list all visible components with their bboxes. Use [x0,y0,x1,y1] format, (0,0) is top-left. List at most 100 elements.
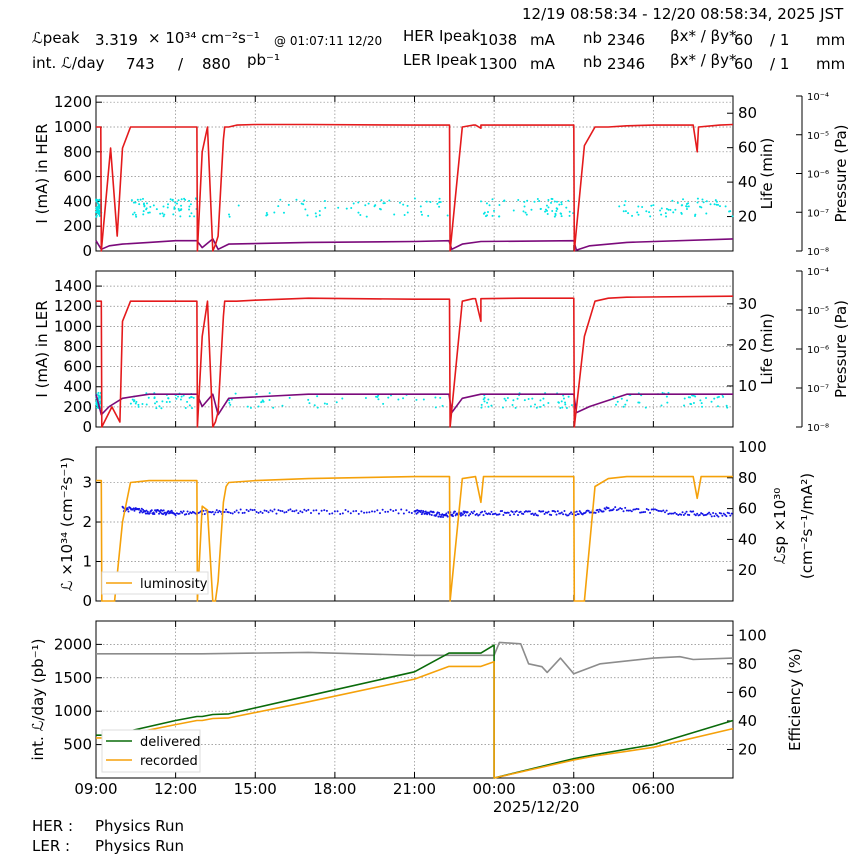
pressure-point [367,202,370,205]
pressure-point [374,204,377,207]
y-tick-label-3: 1500 [54,669,92,687]
specific-point [640,511,643,514]
pressure-point [491,198,494,201]
specific-point [630,510,633,513]
specific-point [182,510,185,513]
pressure-point [718,205,721,208]
her-ipeak-unit: mA [530,31,555,49]
pressure-point [516,397,519,400]
specific-point [219,510,222,513]
pressure-point [139,198,142,201]
pressure-point [553,200,556,203]
specific-point [312,509,315,512]
pressure-point [316,395,319,398]
pressure-point [167,397,170,400]
pressure-point [715,200,718,203]
pressure-point [526,199,529,202]
specific-point [659,510,662,513]
pressure-point [490,404,493,407]
pressure-point [689,402,692,405]
specific-point [531,512,534,515]
pressure-point [624,210,627,213]
lum-y2label-unit: (cm⁻²s⁻¹/mA²) [798,473,816,579]
pressure-point [155,208,158,211]
specific-point [357,512,360,515]
pressure-point [482,398,485,401]
pressure-point [318,214,321,217]
specific-point [655,509,658,512]
specific-point [185,513,188,516]
specific-point [728,512,731,515]
specific-point [568,512,571,515]
pressure-point [534,403,537,406]
pressure-point [512,399,515,402]
pressure-point [265,211,268,214]
pressure-point [397,398,400,401]
her-beta-x: 60 [734,31,754,49]
legend-label: luminosity [140,577,208,592]
pressure-point [138,203,141,206]
pressure-point [134,213,137,216]
pressure-point [685,208,688,211]
specific-point [542,510,545,513]
specific-point [511,510,514,513]
pressure-point [142,210,145,213]
specific-point [394,509,397,512]
specific-point [211,510,214,513]
pressure-point [406,211,409,214]
pressure-point [716,405,719,408]
pressure-point [350,206,353,209]
pressure-point [161,400,164,403]
pressure-point [272,406,275,409]
specific-point [267,511,270,514]
specific-point [251,509,254,512]
specific-point [701,512,704,515]
pressure-point [487,398,490,401]
specific-point [203,513,206,516]
pressure-point [137,403,140,406]
y2-tick-label-3: 100 [738,626,767,644]
pressure-point [281,404,284,407]
pressure-point [700,402,703,405]
luminosity-series [96,475,733,602]
pressure-point [674,208,677,211]
ler-nb-value: 2346 [607,55,646,73]
specific-point [416,511,419,514]
pressure-point [155,407,158,410]
pressure-point [134,402,137,405]
ler-beta-label: βx* / βy* [670,51,737,69]
y-tick-label-0: 1000 [54,118,92,136]
specific-point [415,512,418,515]
pressure-point [436,202,439,205]
pressure-point [664,212,667,215]
pressure-point [145,207,148,210]
specific-point [325,509,328,512]
specific-point [392,510,395,513]
specific-point [446,515,449,518]
ler-nb-label: nb [583,53,603,71]
footer-ler-status: Physics Run [95,837,185,855]
y-tick-label-1: 600 [63,358,92,376]
pressure-point [523,205,526,208]
pressure-tick-label-0: 10⁻⁵ [807,131,829,142]
pressure-point [685,203,688,206]
pressure-point [158,405,161,408]
pressure-point [422,398,425,401]
pressure-point [441,404,444,407]
x-tick-label: 09:00 [74,780,117,798]
lpeak-value: 3.319 [95,31,138,49]
specific-point [178,512,181,515]
pressure-point [324,206,327,209]
specific-point [522,513,525,516]
pressure-point [168,400,171,403]
specific-point [466,511,469,514]
x-tick-label: 03:00 [552,780,595,798]
pressure-point [261,399,264,402]
specific-point [680,513,683,516]
pressure-point [145,202,148,205]
pressure-point [273,211,276,214]
pressure-point [542,404,545,407]
specific-point [675,512,678,515]
specific-point [470,511,473,514]
